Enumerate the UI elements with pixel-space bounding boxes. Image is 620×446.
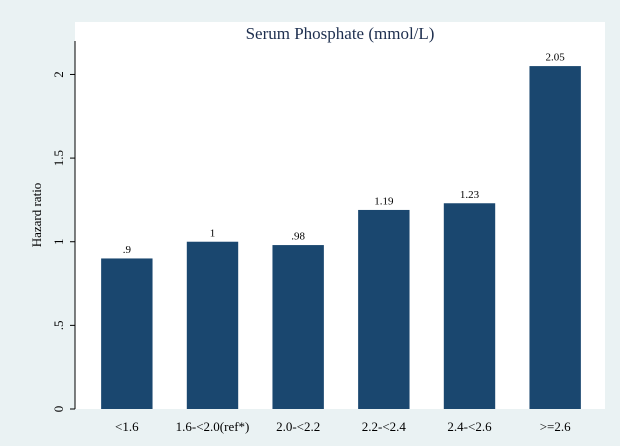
bar: [443, 203, 496, 409]
bar: [529, 66, 581, 409]
x-tick-label: 2.2-<2.4: [362, 419, 407, 434]
value-label: 1.23: [460, 189, 480, 201]
bar: [186, 241, 239, 409]
x-tick-label: <1.6: [115, 419, 139, 434]
bar: [101, 258, 153, 409]
y-tick-label: 1: [51, 238, 66, 245]
value-label: 1: [210, 227, 216, 239]
bar: [358, 209, 410, 409]
x-tick-label: >=2.6: [540, 419, 571, 434]
value-label: .98: [291, 231, 305, 243]
plot-area: [75, 22, 605, 409]
value-label: 1.19: [374, 195, 394, 207]
value-label: .9: [123, 244, 132, 256]
y-tick-label: 0: [51, 406, 66, 413]
y-tick-label: 2: [51, 71, 66, 78]
x-tick-label: 2.4-<2.6: [447, 419, 492, 434]
y-axis-title: Hazard ratio: [29, 183, 44, 248]
bar: [272, 245, 324, 409]
y-tick-label: .5: [51, 320, 66, 330]
y-tick-label: 1.5: [51, 150, 66, 166]
x-tick-label: 1.6-<2.0(ref*): [176, 419, 250, 434]
chart-title: Serum Phosphate (mmol/L): [246, 24, 435, 43]
x-tick-label: 2.0-<2.2: [276, 419, 320, 434]
value-label: 2.05: [546, 52, 566, 64]
